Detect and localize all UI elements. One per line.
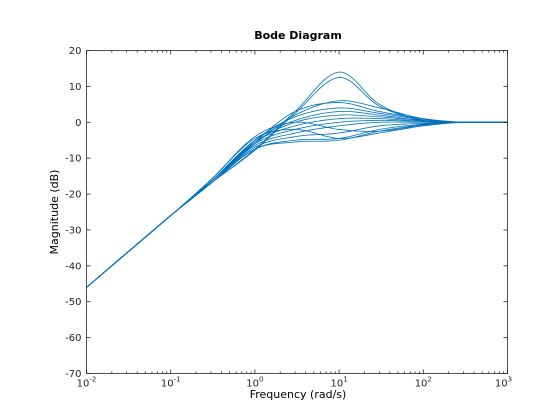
y-tick-label: 20 [69, 46, 82, 57]
series-line-11 [86, 121, 508, 288]
y-tick-label: -60 [65, 333, 81, 344]
x-tick-label: 10-2 [77, 376, 97, 390]
y-tick-label: 0 [75, 118, 81, 129]
x-tick-label: 10-1 [161, 376, 181, 390]
y-tick-label: -30 [65, 225, 81, 236]
series-line-9 [86, 120, 508, 288]
series-line-2 [86, 77, 508, 288]
x-axis-label: Frequency (rad/s) [250, 388, 347, 401]
series-line-7 [86, 114, 508, 288]
y-tick-label: -50 [65, 297, 81, 308]
plot-area [86, 71, 508, 288]
y-tick-label: -20 [65, 190, 81, 201]
series-line-5 [86, 107, 508, 288]
y-tick-label: -40 [65, 261, 81, 272]
axes-frame [86, 50, 508, 374]
series-line-4 [86, 102, 508, 288]
series-line-8 [86, 117, 508, 288]
x-tick-label: 100 [246, 376, 263, 390]
y-tick-label: -10 [65, 154, 81, 165]
y-axis-label: Magnitude (dB) [48, 170, 61, 255]
y-tick-label: 10 [69, 82, 82, 93]
x-tick-label: 103 [495, 376, 512, 390]
x-tick-label: 101 [330, 376, 347, 390]
chart-title: Bode Diagram [254, 29, 342, 42]
y-tick-label: -70 [65, 369, 81, 380]
series-line-10 [86, 121, 508, 288]
series-line-6 [86, 110, 508, 288]
series-line-12 [86, 121, 508, 288]
series-line-14 [86, 121, 508, 288]
series-line-13 [86, 121, 508, 288]
series-line-15 [86, 121, 508, 288]
x-tick-label: 102 [415, 376, 432, 390]
series-line-1 [86, 71, 508, 288]
